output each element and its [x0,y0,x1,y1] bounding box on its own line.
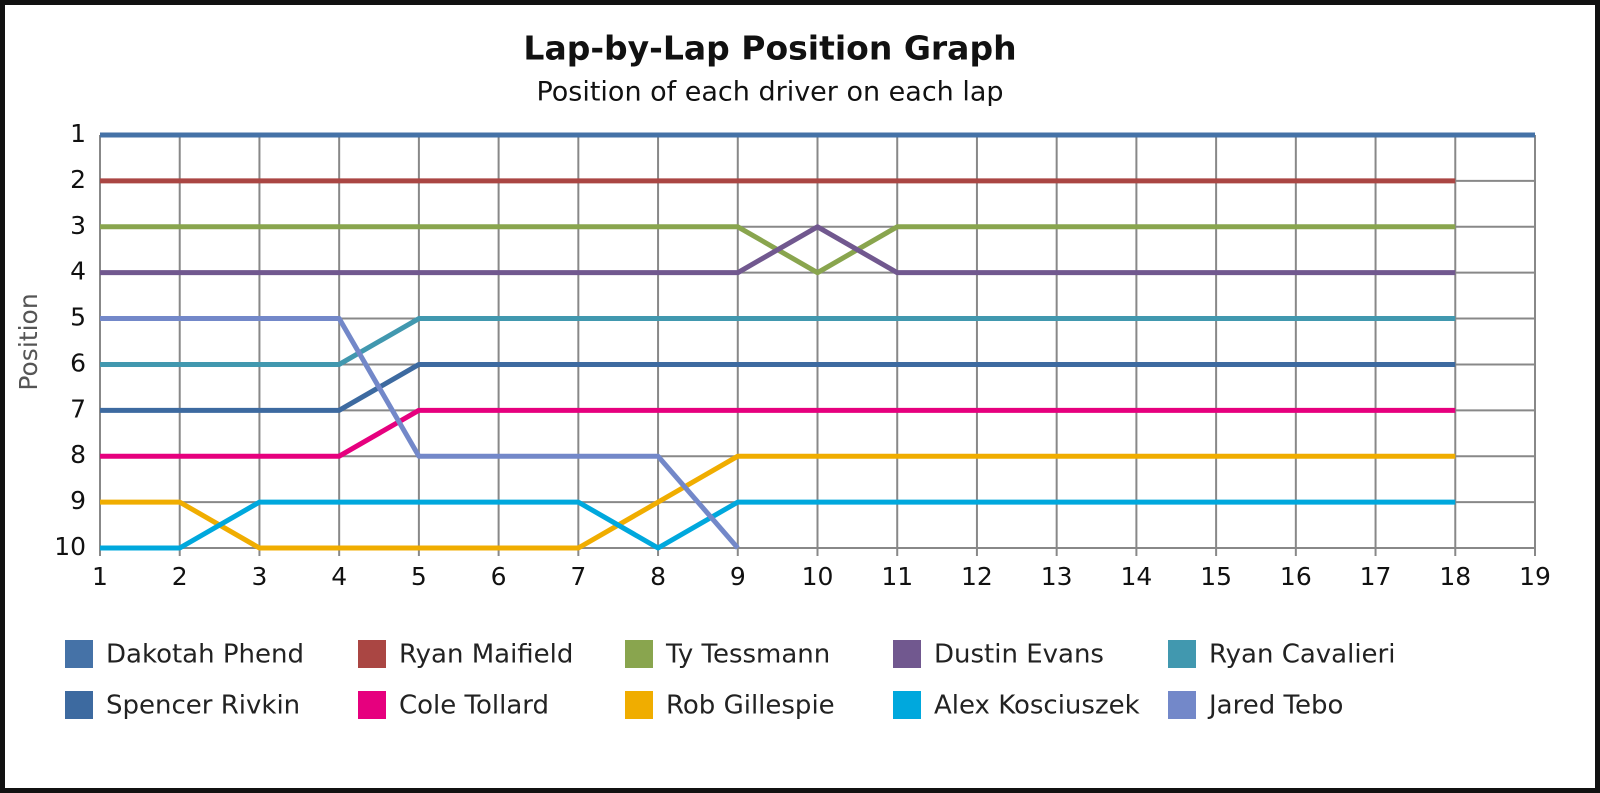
x-tick-label: 3 [251,562,267,591]
legend-label: Dakotah Phend [106,640,304,670]
x-tick-label: 16 [1280,562,1312,591]
y-tick-label: 9 [70,486,86,515]
legend-label: Jared Tebo [1207,691,1343,721]
legend-label: Dustin Evans [934,640,1104,670]
series-line [100,361,1456,413]
legend-label: Ryan Cavalieri [1209,640,1395,670]
x-tick-label: 12 [961,562,993,591]
x-tick-label: 10 [802,562,834,591]
legend-swatch [1168,640,1196,668]
x-tick-label: 9 [730,562,746,591]
legend-swatch [625,640,653,668]
y-tick-label: 7 [70,394,86,423]
y-tick-label: 2 [70,165,86,194]
x-tick-label: 13 [1041,562,1073,591]
legend-label: Spencer Rivkin [106,691,300,721]
legend-label: Cole Tollard [399,691,549,721]
series-line [100,407,1456,459]
legend-swatch [65,691,93,719]
y-tick-label: 6 [70,348,86,377]
legend-swatch [65,640,93,668]
legend-swatch [625,691,653,719]
x-tick-label: 8 [650,562,666,591]
chart-subtitle: Position of each driver on each lap [536,77,1003,108]
x-tick-label: 19 [1519,562,1551,591]
series-line [100,499,1456,551]
legend-swatch [358,691,386,719]
x-tick-label: 7 [570,562,586,591]
legend-label: Ryan Maifield [399,640,573,670]
y-tick-label: 5 [70,303,86,332]
legend-label: Alex Kosciuszek [934,691,1140,721]
series-line [100,453,1456,551]
x-tick-label: 17 [1360,562,1392,591]
x-tick-label: 2 [172,562,188,591]
series-line [100,316,740,550]
x-tick-label: 5 [411,562,427,591]
y-tick-label: 4 [70,257,86,286]
y-axis-label: Position [14,293,43,390]
x-tick-label: 4 [331,562,347,591]
x-tick-label: 14 [1120,562,1152,591]
x-tick-label: 18 [1439,562,1471,591]
y-tick-label: 8 [70,440,86,469]
x-tick-label: 15 [1200,562,1232,591]
x-tick-label: 1 [92,562,108,591]
y-tick-label: 1 [70,119,86,148]
legend-label: Rob Gillespie [666,691,835,721]
legend-swatch [358,640,386,668]
y-tick-label: 10 [54,532,86,561]
legend-swatch [893,691,921,719]
legend-swatch [1168,691,1196,719]
series-line [100,224,1456,276]
legend-swatch [893,640,921,668]
x-tick-label: 6 [491,562,507,591]
chart-title: Lap-by-Lap Position Graph [523,29,1016,68]
legend-label: Ty Tessmann [665,640,830,670]
x-tick-label: 11 [881,562,913,591]
series-line [100,316,1456,367]
y-tick-label: 3 [70,211,86,240]
